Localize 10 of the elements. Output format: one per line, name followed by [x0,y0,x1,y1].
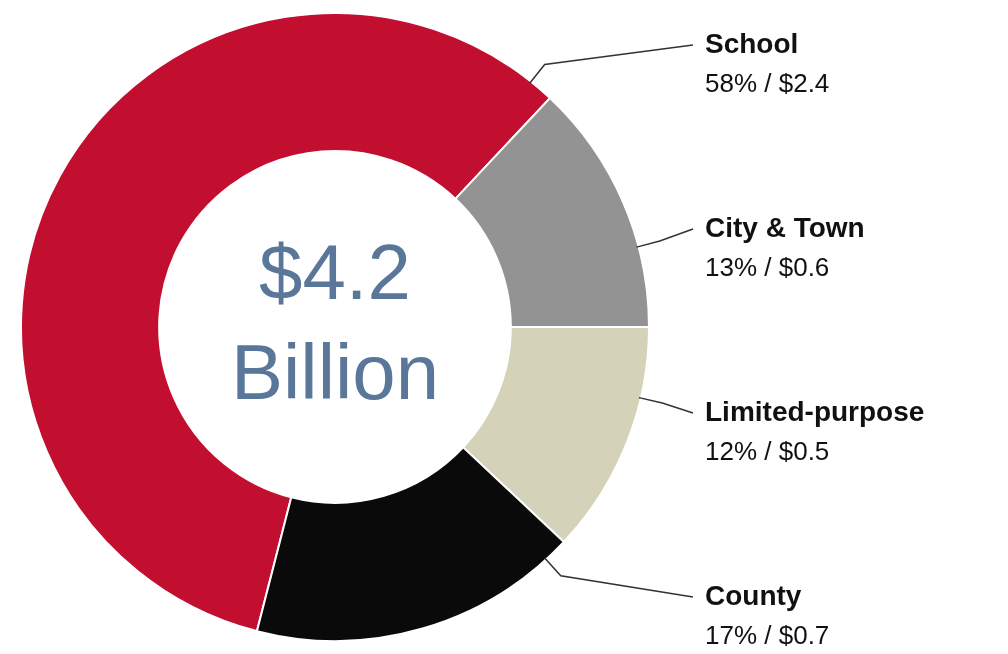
slice-label: Limited-purpose [705,395,925,427]
data-label: 12% / $0.5 [705,436,830,467]
slice-label: County [705,579,802,611]
text: $4.2 [259,227,411,316]
data-label: 13% / $0.6 [705,252,830,283]
slice-label: School [705,27,799,59]
data-label: 58% / $2.4 [705,68,830,99]
data-label: 17% / $0.7 [705,620,830,651]
text: Billion [230,327,440,416]
slice-label: City & Town [705,211,865,243]
